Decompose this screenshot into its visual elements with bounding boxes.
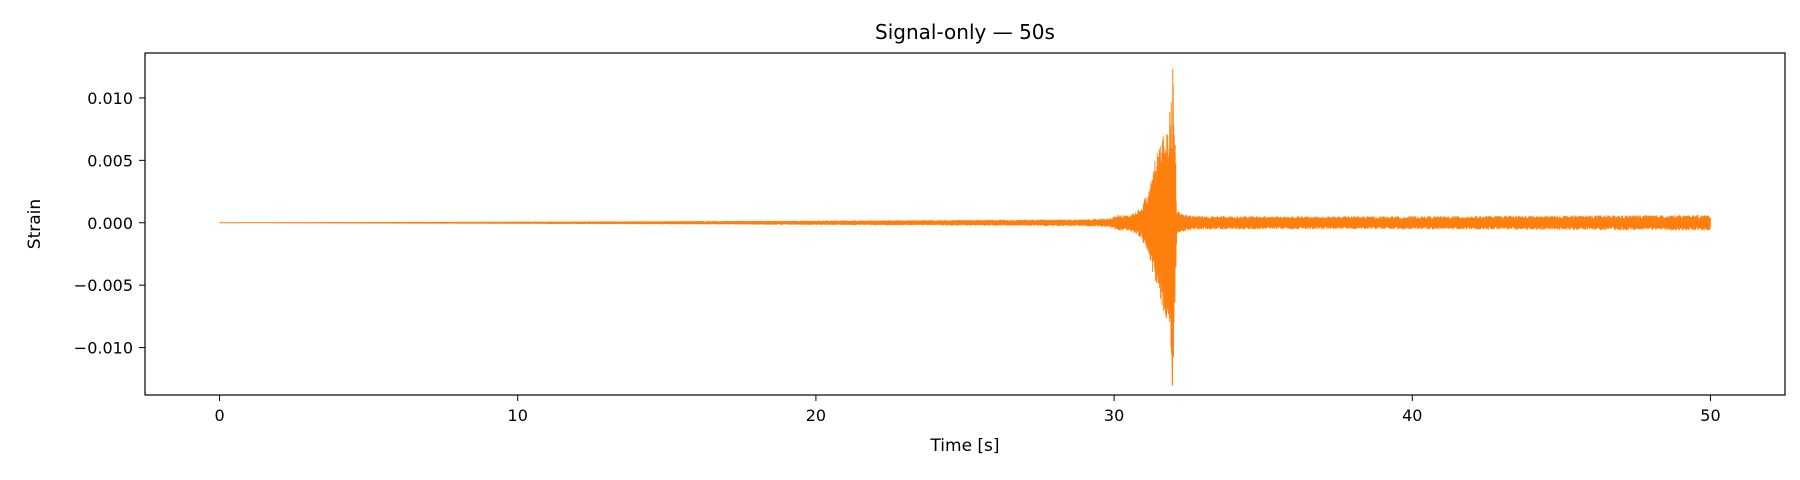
y-tick-label: 0.010 xyxy=(87,89,133,108)
x-axis: 0 10 20 30 40 50 xyxy=(214,395,1721,425)
y-axis-title: Strain xyxy=(25,199,45,249)
x-tick-label: 20 xyxy=(806,406,826,425)
y-axis: 0.010 0.005 0.000 −0.005 −0.010 xyxy=(74,89,145,358)
chart-title: Signal-only — 50s xyxy=(875,20,1055,44)
y-tick-label: −0.010 xyxy=(74,339,133,358)
x-axis-title: Time [s] xyxy=(929,436,999,456)
strain-series-line xyxy=(219,68,1711,386)
x-tick-label: 0 xyxy=(214,406,224,425)
x-tick-label: 30 xyxy=(1104,406,1124,425)
plot-area xyxy=(219,68,1711,386)
y-tick-label: 0.005 xyxy=(87,151,133,170)
y-tick-label: 0.000 xyxy=(87,214,133,233)
y-tick-label: −0.005 xyxy=(74,276,133,295)
plot-frame xyxy=(144,52,1786,396)
x-tick-label: 50 xyxy=(1700,406,1720,425)
x-tick-label: 10 xyxy=(508,406,528,425)
x-tick-label: 40 xyxy=(1402,406,1422,425)
